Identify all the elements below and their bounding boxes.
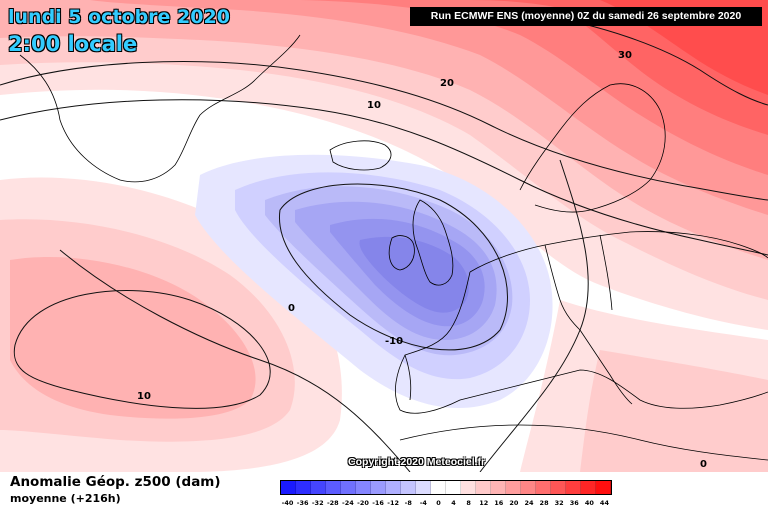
colorbar-ticks: -40 -36 -32 -28 -24 -20 -16 -12 -8 -4 0 4 8 12 16 20 24 2… [280,499,612,511]
ireland-coast [388,235,415,271]
contour-label-minus10: -10 [385,336,403,347]
contour-label-10-north: 10 [367,100,381,111]
scandinavia-coast [519,83,666,213]
negative-anomaly-low [195,154,553,409]
colorbar-tick-label: 36 [569,499,579,507]
uk-coast [412,199,454,286]
forecast-date: lundi 5 octobre 2020 [8,6,230,28]
parameter-subtitle: moyenne (+216h) [10,492,121,505]
greenland-coast [19,34,301,183]
positive-anomaly-north [0,0,768,330]
colorbar-swatch [581,481,596,494]
colorbar-swatch [506,481,521,494]
colorbar-swatch [596,481,611,494]
colorbar-tick-label: 28 [539,499,549,507]
colorbar-swatch [386,481,401,494]
parameter-title: Anomalie Géop. z500 (dam) [10,474,221,490]
colorbar-swatch [431,481,446,494]
colorbar-tick-label: -24 [342,499,354,507]
contour-label-0-southeast: 0 [700,459,707,470]
contour-label-0-west: 0 [288,303,295,314]
colorbar [280,480,612,495]
colorbar-swatch [401,481,416,494]
colorbar-swatch [536,481,551,494]
colorbar-swatch [551,481,566,494]
central-europe-border [544,244,581,331]
east-europe-border [599,234,613,311]
contour-lines [0,14,768,472]
run-banner: Run ECMWF ENS (moyenne) 0Z du samedi 26 … [410,7,762,26]
iberia-border [404,354,412,401]
anomaly-map-graphic: 30 20 10 0 -10 10 0 [0,0,768,472]
italy-coast [579,329,633,405]
colorbar-tick-label: -4 [419,499,427,507]
contour-label-20: 20 [440,78,454,89]
coastlines [19,34,768,461]
colorbar-tick-label: -36 [296,499,309,507]
contour-label-30: 30 [618,50,632,61]
colorbar-swatch [521,481,536,494]
colorbar-swatch [566,481,581,494]
colorbar-tick-label: 40 [584,499,594,507]
colorbar-tick-label: 0 [436,499,441,507]
colorbar-tick-label: -28 [326,499,339,507]
forecast-time: 2:00 locale [8,32,138,56]
colorbar-tick-label: 32 [554,499,564,507]
north-europe-coast [469,231,768,273]
colorbar-swatch [326,481,341,494]
contour-label-group: 30 20 10 0 -10 10 0 [137,50,707,470]
colorbar-tick-label: 12 [479,499,489,507]
colorbar-swatch [446,481,461,494]
colorbar-swatch [371,481,386,494]
colorbar-tick-label: -8 [404,499,412,507]
colorbar-tick-label: -32 [311,499,324,507]
colorbar-tick-label: 4 [451,499,456,507]
colorbar-tick-label: -16 [372,499,384,507]
africa-coast [399,424,768,461]
colorbar-tick-label: -12 [387,499,400,507]
colorbar-tick-label: 16 [494,499,504,507]
colorbar-tick-label: 8 [466,499,471,507]
colorbar-swatch [356,481,371,494]
colorbar-swatch [476,481,491,494]
copyright-text: Copyright 2020 Meteociel.fr [348,456,486,468]
colorbar-tick-label: -40 [281,499,294,507]
contour-label-10-southwest: 10 [137,391,151,402]
colorbar-tick-label: 24 [524,499,534,507]
colorbar-swatch [281,481,296,494]
colorbar-tick-label: 44 [599,499,609,507]
colorbar-swatch [416,481,431,494]
colorbar-tick-label: -20 [357,499,369,507]
iceland-coast [329,140,392,171]
colorbar-swatch [311,481,326,494]
colorbar-tick-label: 20 [509,499,519,507]
colorbar-swatch [491,481,506,494]
colorbar-swatch [296,481,311,494]
south-europe-coast [395,271,768,414]
colorbar-swatch [341,481,356,494]
colorbar-swatch [461,481,476,494]
forecast-map: 30 20 10 0 -10 10 0 lundi 5 octobre 2020… [0,0,768,472]
